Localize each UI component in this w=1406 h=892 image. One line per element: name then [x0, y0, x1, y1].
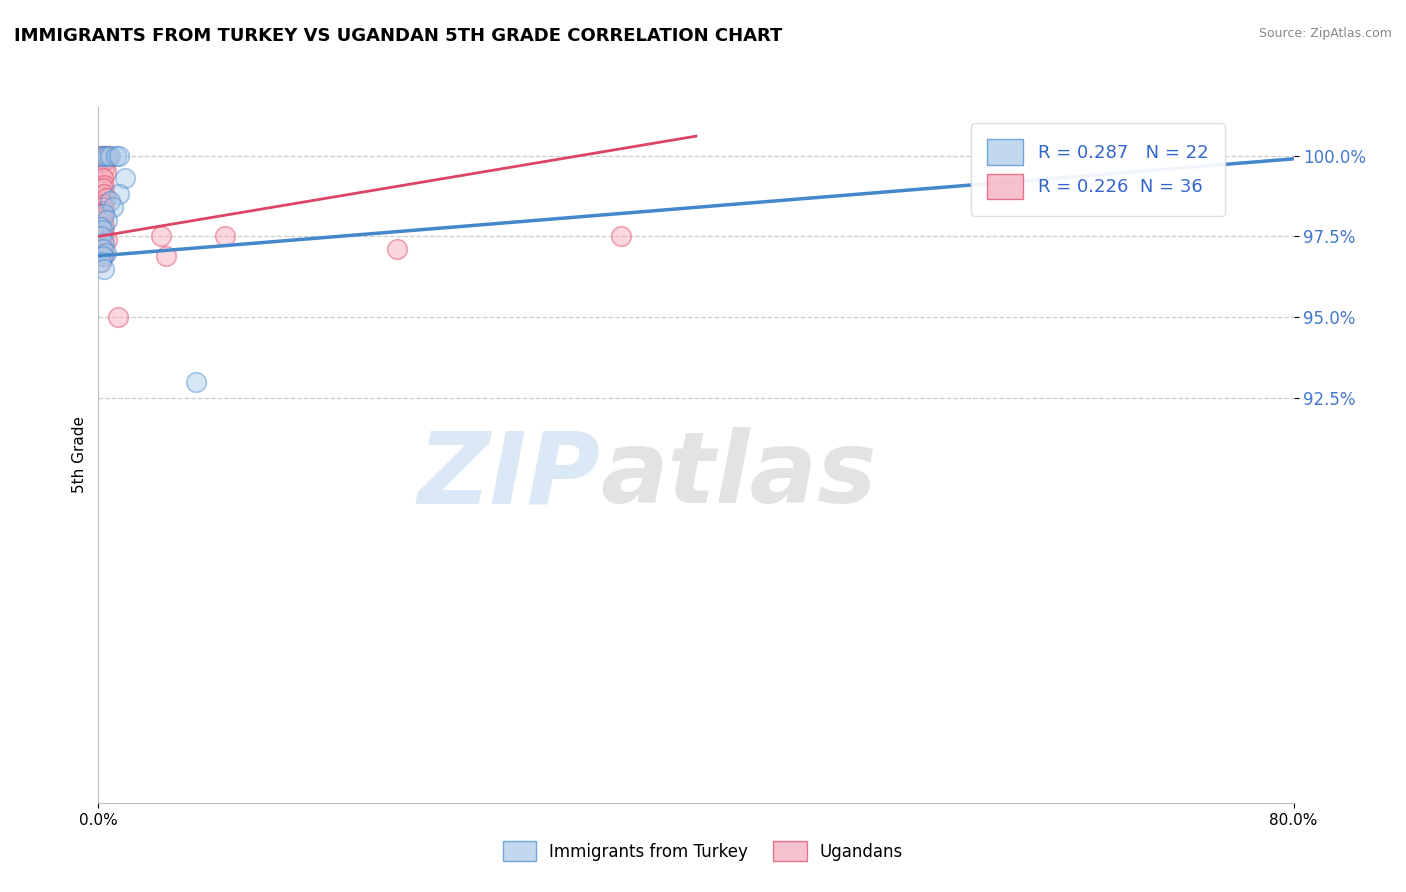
Point: [105, 148, 128, 162]
Point: [97, 148, 120, 162]
Point: [93, 148, 115, 162]
Point: [91, 171, 114, 186]
Point: [93, 219, 115, 234]
Text: IMMIGRANTS FROM TURKEY VS UGANDAN 5TH GRADE CORRELATION CHART: IMMIGRANTS FROM TURKEY VS UGANDAN 5TH GR…: [14, 27, 782, 45]
Point: [90, 229, 112, 244]
Point: [93, 235, 115, 250]
Point: [91, 223, 114, 237]
Point: [93, 161, 115, 176]
Point: [107, 310, 129, 325]
Point: [90, 255, 112, 269]
Point: [108, 148, 131, 162]
Point: [114, 171, 136, 186]
Text: Source: ZipAtlas.com: Source: ZipAtlas.com: [1258, 27, 1392, 40]
Point: [103, 200, 125, 214]
Point: [91, 200, 114, 214]
Point: [108, 187, 131, 202]
Point: [93, 148, 115, 162]
Point: [385, 243, 409, 257]
Point: [93, 245, 115, 260]
Point: [214, 229, 236, 244]
Point: [90, 148, 112, 162]
Point: [91, 243, 114, 257]
Point: [93, 178, 115, 192]
Point: [91, 210, 114, 224]
Point: [93, 261, 115, 276]
Point: [184, 375, 207, 389]
Point: [90, 239, 112, 253]
Point: [91, 213, 114, 227]
Point: [94, 148, 117, 162]
Point: [96, 152, 118, 166]
Point: [98, 194, 122, 208]
Point: [90, 148, 112, 162]
Point: [155, 249, 177, 263]
Point: [94, 191, 117, 205]
Point: [91, 181, 114, 195]
Point: [93, 203, 115, 218]
Text: atlas: atlas: [600, 427, 877, 524]
Point: [91, 249, 114, 263]
Point: [98, 148, 122, 162]
Point: [91, 235, 114, 250]
Point: [93, 197, 115, 211]
Point: [91, 249, 114, 263]
Point: [93, 207, 115, 221]
Point: [91, 229, 114, 244]
Point: [94, 165, 117, 179]
Point: [96, 233, 118, 247]
Point: [90, 233, 112, 247]
Point: [90, 207, 112, 221]
Y-axis label: 5th Grade: 5th Grade: [72, 417, 87, 493]
Point: [610, 229, 633, 244]
Text: ZIP: ZIP: [418, 427, 600, 524]
Point: [90, 219, 112, 234]
Legend: R = 0.287   N = 22, R = 0.226  N = 36: R = 0.287 N = 22, R = 0.226 N = 36: [972, 123, 1225, 216]
Point: [90, 223, 112, 237]
Point: [91, 243, 114, 257]
Point: [96, 148, 118, 162]
Point: [93, 187, 115, 202]
Point: [90, 255, 112, 269]
Point: [150, 229, 173, 244]
Point: [94, 245, 117, 260]
Point: [96, 213, 118, 227]
Point: [91, 155, 114, 169]
Legend: Immigrants from Turkey, Ugandans: Immigrants from Turkey, Ugandans: [489, 828, 917, 875]
